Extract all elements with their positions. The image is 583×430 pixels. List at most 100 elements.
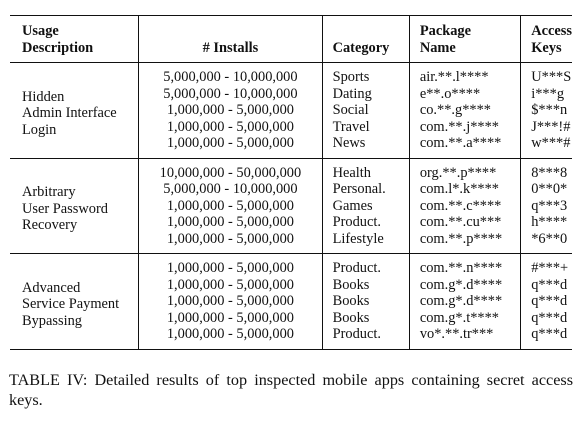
category-cell: Books (322, 293, 410, 310)
header-package-line1: Package (419, 23, 471, 39)
access-key-cell: *6**0 (531, 230, 568, 247)
table-row: 1,000,000 - 5,000,000 Books com.g*.d**** q*… (10, 276, 572, 293)
header-usage-line1: Usage (22, 23, 59, 39)
installs-cell: 5,000,000 - 10,000,000 (138, 85, 323, 102)
access-key-cell: q***3 (531, 197, 568, 214)
category-cell: Product. (322, 214, 410, 231)
table-row: Hidden Admin Interface Login 5,000,000 - 10… (10, 62, 572, 138)
header-category: Category (322, 15, 410, 63)
table-body: Hidden Admin Interface Login 5,000,000 - 10… (10, 62, 572, 349)
access-key-cell: J***!# (531, 118, 571, 135)
category-cell: Sports (322, 62, 410, 86)
installs-cell: 1,000,000 - 5,000,000 (138, 309, 323, 326)
installs-cell: 1,000,000 - 5,000,000 (138, 214, 323, 231)
package-name-cell: com.**.n**** (409, 253, 522, 277)
header-keys-line1: Access (531, 23, 572, 39)
access-key-cell: 8***8 (531, 164, 568, 181)
package-name-cell: com.**.j**** (409, 118, 522, 135)
category-cell: Health (322, 158, 410, 181)
table-row: 1,000,000 - 5,000,000 Product. com.**.cu**… (10, 214, 572, 231)
installs-cell: 10,000,000 - 50,000,000 (138, 158, 323, 181)
category-cell: Travel (322, 118, 410, 135)
installs-cell: 1,000,000 - 5,000,000 (138, 276, 323, 293)
results-table: Usage Description # Installs Category Pa… (10, 15, 572, 350)
package-name-cell: com.**.a**** (409, 135, 522, 158)
usage-description-cell: Arbitrary User Password Recovery (10, 158, 139, 254)
access-key-cell: #***+ (531, 260, 569, 276)
access-key-cell: U***S (531, 69, 572, 85)
table-row: 1,000,000 - 5,000,000 Books com.g*.d**** q*… (10, 293, 572, 310)
header-access-keys: Access Keys (521, 16, 572, 63)
installs-cell: 1,000,000 - 5,000,000 (138, 118, 323, 135)
package-name-cell: com.g*.d**** (409, 276, 522, 293)
package-name-cell: e**.o**** (409, 85, 522, 102)
header-installs: # Installs (138, 15, 323, 63)
category-cell: Books (322, 276, 410, 293)
usage-description-line: Advanced (22, 279, 81, 296)
access-key-cell: h**** (531, 214, 568, 230)
access-key-cell: w***# (531, 135, 571, 151)
usage-description-cell: Hidden Admin Interface Login (10, 63, 139, 159)
table-row: 5,000,000 - 10,000,000 Dating e**.o**** i**… (10, 85, 572, 102)
installs-cell: 1,000,000 - 5,000,000 (138, 135, 323, 158)
usage-description-line: Login (22, 121, 57, 138)
header-package-name: Package Name (409, 15, 522, 63)
package-name-cell: air.**.l**** (409, 62, 522, 86)
package-name-cell: com.**.c**** (409, 197, 522, 214)
table-row: 1,000,000 - 5,000,000 News com.**.a**** w**… (10, 135, 572, 158)
usage-description-line: Hidden (22, 88, 65, 105)
package-name-cell: com.**.p**** (409, 230, 522, 254)
package-name-cell: co.**.g**** (409, 102, 522, 119)
category-cell: Books (322, 309, 410, 326)
usage-description-line: Bypassing (22, 312, 82, 329)
category-cell: Lifestyle (322, 230, 410, 254)
table-row: 1,000,000 - 5,000,000 Lifestyle com.**.p**… (10, 230, 572, 254)
installs-cell: 1,000,000 - 5,000,000 (138, 102, 323, 119)
category-cell: Personal. (322, 181, 410, 198)
access-key-cell: q***d (531, 309, 568, 326)
table-row: 1,000,000 - 5,000,000 Travel com.**.j**** J… (10, 118, 572, 135)
package-name-cell: com.l*.k**** (409, 181, 522, 198)
access-key-cell: $***n (531, 102, 568, 118)
package-name-cell: com.g*.d**** (409, 293, 522, 310)
table-row: 1,000,000 - 5,000,000 Product. vo*.**.tr**… (10, 326, 572, 349)
installs-cell: 1,000,000 - 5,000,000 (138, 197, 323, 214)
category-cell: Product. (322, 326, 410, 349)
table-row: 5,000,000 - 10,000,000 Personal. com.l*.k*… (10, 181, 572, 198)
installs-cell: 1,000,000 - 5,000,000 (138, 326, 323, 349)
category-cell: Dating (322, 85, 410, 102)
usage-description-line: Admin Interface (22, 105, 117, 121)
category-cell: Social (322, 102, 410, 119)
table-row: 1,000,000 - 5,000,000 Books com.g*.t**** q*… (10, 309, 572, 326)
access-key-cell: i***g (531, 85, 565, 102)
installs-cell: 1,000,000 - 5,000,000 (138, 230, 323, 254)
header-keys-line2: Keys (531, 39, 562, 56)
usage-description-line: Arbitrary (22, 184, 76, 200)
usage-description-line: Recovery (22, 217, 78, 233)
access-key-cell: 0**0* (531, 181, 568, 197)
table-row: Arbitrary User Password Recovery 10,000,000… (10, 158, 572, 233)
usage-description-line: Service Payment (22, 296, 120, 312)
package-name-cell: org.**.p**** (409, 158, 522, 181)
category-cell: Games (322, 197, 410, 214)
table-row: Advanced Service Payment Bypassing 1,000,00… (10, 253, 572, 329)
table-caption: TABLE IV: Detailed results of top inspec… (9, 371, 573, 409)
header-usage-line2: Description (22, 39, 94, 56)
category-cell: Product. (322, 253, 410, 277)
header-package-line2: Name (419, 39, 456, 56)
installs-cell: 5,000,000 - 10,000,000 (138, 62, 323, 86)
usage-description-line: User Password (22, 200, 108, 217)
package-name-cell: com.**.cu*** (409, 214, 522, 231)
installs-cell: 1,000,000 - 5,000,000 (138, 253, 323, 277)
installs-cell: 1,000,000 - 5,000,000 (138, 293, 323, 310)
access-key-cell: q***d (531, 326, 568, 342)
usage-description-cell: Advanced Service Payment Bypassing (10, 254, 139, 350)
installs-cell: 5,000,000 - 10,000,000 (138, 181, 323, 198)
package-name-cell: com.g*.t**** (409, 309, 522, 326)
access-key-cell: q***d (531, 276, 568, 293)
category-cell: News (322, 135, 410, 158)
table-row: 1,000,000 - 5,000,000 Games com.**.c**** q*… (10, 197, 572, 214)
header-row: Usage Description # Installs Category Pa… (10, 15, 572, 63)
table-row: 1,000,000 - 5,000,000 Social co.**.g**** $*… (10, 102, 572, 119)
